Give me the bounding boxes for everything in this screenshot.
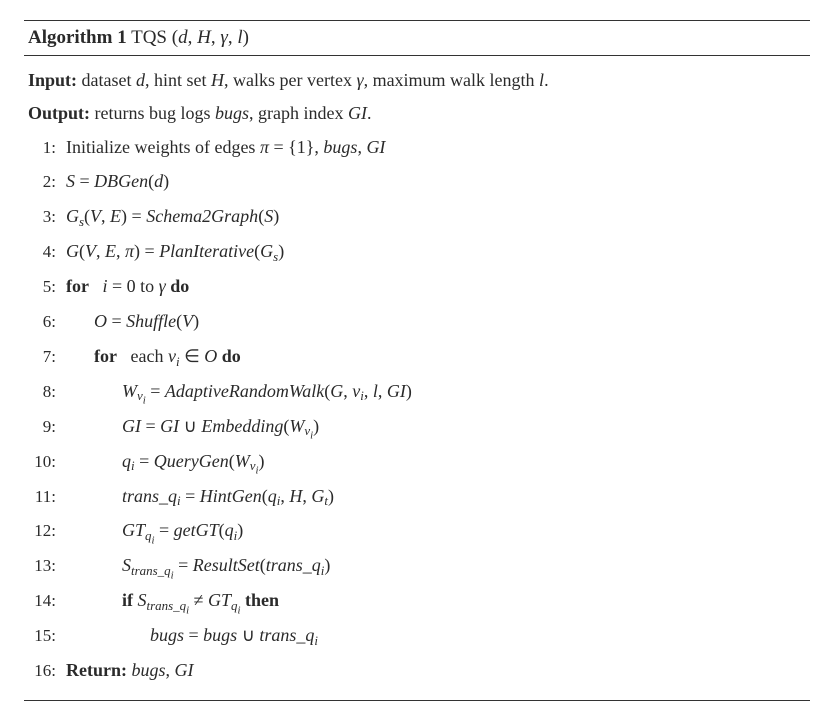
step-content: GTqi = getGT(qi) — [66, 515, 806, 546]
step-content: O = Shuffle(V) — [66, 306, 806, 337]
step-content: Wvi = AdaptiveRandomWalk(G, vi, l, GI) — [66, 376, 806, 407]
algorithm-step: 13: Strans_qi = ResultSet(trans_qi) — [28, 550, 806, 581]
step-number: 13: — [28, 552, 56, 581]
step-number: 5: — [28, 273, 56, 302]
step-content: if Strans_qi ≠ GTqi then — [66, 585, 806, 616]
step-number: 9: — [28, 413, 56, 442]
step-number: 8: — [28, 378, 56, 407]
algorithm-name: TQS — [131, 27, 167, 48]
step-content: Return: bugs, GI — [66, 655, 806, 686]
algorithm-step: 15: bugs = bugs ∪ trans_qi — [28, 620, 806, 651]
step-number: 6: — [28, 308, 56, 337]
algorithm-param-H: H — [197, 27, 211, 48]
step-number: 7: — [28, 343, 56, 372]
step-number: 12: — [28, 517, 56, 546]
step-number: 14: — [28, 587, 56, 616]
algorithm-label: Algorithm — [28, 27, 112, 48]
output-line: Output: returns bug logs bugs, graph ind… — [28, 99, 806, 128]
step-number: 10: — [28, 448, 56, 477]
algorithm-step: 6: O = Shuffle(V) — [28, 306, 806, 337]
step-content: G(V, E, π) = PlanIterative(Gs) — [66, 236, 806, 267]
step-number: 3: — [28, 203, 56, 232]
algorithm-block: Algorithm 1 TQS (d, H, γ, l) Input: data… — [24, 20, 810, 701]
algorithm-step: 8: Wvi = AdaptiveRandomWalk(G, vi, l, GI) — [28, 376, 806, 407]
step-content: for each vi ∈ O do — [66, 341, 806, 372]
input-text: dataset d, hint set H, walks per vertex … — [77, 70, 549, 90]
step-content: trans_qi = HintGen(qi, H, Gt) — [66, 481, 806, 512]
output-label: Output: — [28, 103, 90, 123]
output-text: returns bug logs bugs, graph index GI. — [90, 103, 372, 123]
algorithm-number: 1 — [117, 27, 127, 48]
algorithm-param-gamma: γ — [220, 27, 228, 48]
algorithm-title: Algorithm 1 TQS (d, H, γ, l) — [24, 21, 810, 56]
step-number: 11: — [28, 483, 56, 512]
algorithm-param-d: d — [178, 27, 188, 48]
step-number: 16: — [28, 657, 56, 686]
algorithm-body: Input: dataset d, hint set H, walks per … — [24, 56, 810, 700]
algorithm-step: 4: G(V, E, π) = PlanIterative(Gs) — [28, 236, 806, 267]
algorithm-step: 5: for i = 0 to γ do — [28, 271, 806, 302]
step-number: 15: — [28, 622, 56, 651]
step-number: 1: — [28, 134, 56, 163]
step-content: Strans_qi = ResultSet(trans_qi) — [66, 550, 806, 581]
input-line: Input: dataset d, hint set H, walks per … — [28, 66, 806, 95]
step-content: Gs(V, E) = Schema2Graph(S) — [66, 201, 806, 232]
step-content: S = DBGen(d) — [66, 166, 806, 197]
algorithm-step: 2: S = DBGen(d) — [28, 166, 806, 197]
step-content: GI = GI ∪ Embedding(Wvi) — [66, 411, 806, 442]
algorithm-step: 10: qi = QueryGen(Wvi) — [28, 446, 806, 477]
step-content: for i = 0 to γ do — [66, 271, 806, 302]
step-content: bugs = bugs ∪ trans_qi — [66, 620, 806, 651]
algorithm-step: 12: GTqi = getGT(qi) — [28, 515, 806, 546]
algorithm-step: 11: trans_qi = HintGen(qi, H, Gt) — [28, 481, 806, 512]
algorithm-step: 3: Gs(V, E) = Schema2Graph(S) — [28, 201, 806, 232]
algorithm-step: 1: Initialize weights of edges π = {1}, b… — [28, 132, 806, 163]
step-number: 4: — [28, 238, 56, 267]
algorithm-steps: 1: Initialize weights of edges π = {1}, b… — [28, 132, 806, 686]
algorithm-step: 7: for each vi ∈ O do — [28, 341, 806, 372]
step-number: 2: — [28, 168, 56, 197]
input-label: Input: — [28, 70, 77, 90]
step-content: Initialize weights of edges π = {1}, bug… — [66, 132, 806, 163]
algorithm-param-l: l — [237, 27, 242, 48]
algorithm-step: 9: GI = GI ∪ Embedding(Wvi) — [28, 411, 806, 442]
step-content: qi = QueryGen(Wvi) — [66, 446, 806, 477]
algorithm-step: 14: if Strans_qi ≠ GTqi then — [28, 585, 806, 616]
algorithm-step: 16: Return: bugs, GI — [28, 655, 806, 686]
